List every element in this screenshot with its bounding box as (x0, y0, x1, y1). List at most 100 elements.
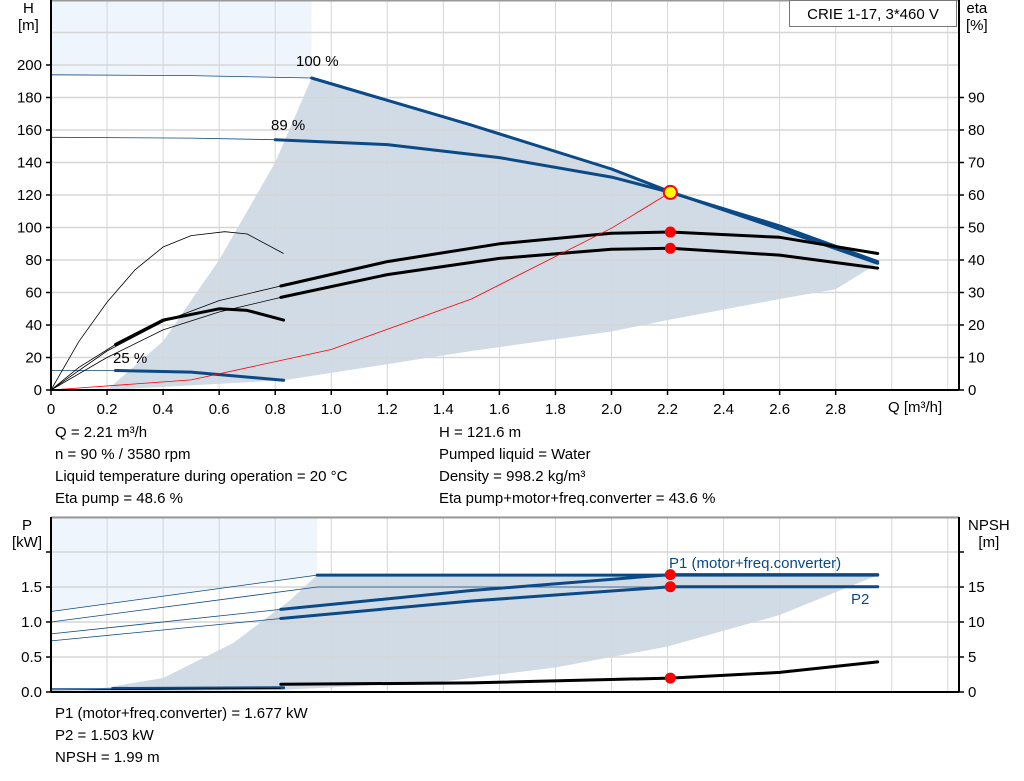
curve-eta-extension (50, 297, 281, 391)
y2-tick-label: 0 (968, 382, 976, 399)
info-npsh: NPSH = 1.99 m (55, 749, 160, 766)
curve-power (111, 686, 286, 690)
x-tick-label: 0.6 (209, 401, 230, 418)
curve-eta (279, 230, 880, 288)
x-tick-label: 2.2 (657, 401, 678, 418)
curve-eta-extension (50, 344, 116, 391)
y2-tick-label: 10 (968, 350, 985, 367)
info-temperature: Liquid temperature during operation = 20… (55, 468, 348, 485)
curve-head (114, 369, 286, 382)
npsh-axis-label: NPSH [m] (968, 517, 1010, 551)
eta-axis-unit: [%] (966, 17, 988, 34)
curve-power-extension (50, 609, 281, 635)
h-axis-title: H (23, 0, 34, 17)
p-axis-unit: [kW] (12, 534, 42, 551)
curve-head (273, 138, 880, 264)
curve-head-extension (50, 136, 276, 141)
duty-point-marker (664, 672, 676, 684)
y-tick-label: 20 (25, 350, 42, 367)
curve-eta (114, 307, 286, 346)
x-tick-label: 1.8 (545, 401, 566, 418)
operating-area-light (51, 0, 312, 390)
x-tick-label: 0.2 (97, 401, 118, 418)
curve-npsh-extension (50, 688, 281, 691)
y-tick-label: 160 (17, 122, 42, 139)
x-tick-label: 1.6 (489, 401, 510, 418)
y-tick-label: 0 (34, 382, 42, 399)
duty-point-marker (664, 581, 676, 593)
curve-power-extension (50, 618, 281, 642)
y2-tick-label: 10 (968, 614, 985, 631)
info-p2: P2 = 1.503 kW (55, 727, 154, 744)
npsh-axis-title: NPSH (968, 517, 1010, 534)
info-p1: P1 (motor+freq.converter) = 1.677 kW (55, 705, 308, 722)
curve-label-p1: P1 (motor+freq.converter) (669, 555, 842, 572)
curve-power-extension (50, 574, 318, 612)
curve-head-extension (50, 74, 312, 79)
curve-label-p2: P2 (851, 591, 870, 608)
duty-point-marker (664, 569, 676, 581)
curve-label-25: 25 % (113, 350, 148, 367)
x-tick-label: 2.6 (769, 401, 790, 418)
y-tick-label: 100 (17, 220, 42, 237)
y-tick-label: 1.5 (21, 579, 42, 596)
h-axis-unit: [m] (18, 17, 39, 34)
info-right: H = 121.6 m Pumped liquid = Water Densit… (439, 422, 715, 510)
x-tick-label: 2.0 (601, 401, 622, 418)
curve-label-89: 89 % (271, 117, 306, 134)
info-flow: Q = 2.21 m³/h (55, 424, 148, 441)
y2-tick-label: 60 (968, 187, 985, 204)
x-tick-label: 0 (47, 401, 55, 418)
h-axis-label: H [m] (18, 0, 39, 34)
x-tick-label: 0.8 (265, 401, 286, 418)
curve-power-extension (50, 586, 671, 623)
operating-point-marker (662, 184, 678, 200)
y-tick-label: 140 (17, 155, 42, 172)
curve-power (279, 573, 880, 611)
y2-tick-label: 80 (968, 122, 985, 139)
operating-area-dark (107, 78, 878, 390)
y2-tick-label: 5 (968, 649, 976, 666)
curve-head (310, 76, 880, 265)
y2-tick-label: 40 (968, 252, 985, 269)
info-eta-total: Eta pump+motor+freq.converter = 43.6 % (439, 490, 716, 507)
info-bottom: P1 (motor+freq.converter) = 1.677 kW P2 … (55, 703, 308, 769)
duty-point-marker (664, 226, 676, 238)
operating-area-dark (79, 575, 878, 692)
curve-label-100: 100 % (296, 53, 339, 70)
curve-eta (279, 246, 880, 299)
y-tick-label: 40 (25, 317, 42, 334)
y2-tick-label: 0 (968, 684, 976, 701)
npsh-axis-unit: [m] (978, 534, 1000, 551)
y-tick-label: 60 (25, 285, 42, 302)
p-axis-title: P (21, 517, 32, 534)
y-tick-label: 0.0 (21, 684, 42, 701)
y2-tick-label: 20 (968, 317, 985, 334)
eta-axis-title: eta (966, 0, 988, 17)
info-speed: n = 90 % / 3580 rpm (55, 446, 191, 463)
y-tick-label: 0.5 (21, 649, 42, 666)
x-tick-label: 1.2 (377, 401, 398, 418)
info-left: Q = 2.21 m³/h n = 90 % / 3580 rpm Liquid… (55, 422, 347, 510)
duty-point-marker (664, 242, 676, 254)
p-axis-label: P [kW] (12, 517, 42, 551)
y2-tick-label: 15 (968, 579, 985, 596)
x-tick-label: 0.4 (153, 401, 174, 418)
y-tick-label: 80 (25, 252, 42, 269)
info-liquid: Pumped liquid = Water (439, 446, 591, 463)
x-tick-label: 1.0 (321, 401, 342, 418)
eta-axis-label: eta [%] (966, 0, 988, 34)
operating-area-light (51, 517, 318, 692)
curve-eta-extension (50, 285, 281, 391)
info-head: H = 121.6 m (439, 424, 522, 441)
y2-tick-label: 90 (968, 90, 985, 107)
x-tick-label: 1.4 (433, 401, 454, 418)
x-tick-label: 2.8 (825, 401, 846, 418)
curve-eta-extension (50, 231, 284, 391)
x-tick-label: 2.4 (713, 401, 734, 418)
y-tick-label: 1.0 (21, 614, 42, 631)
y-tick-label: 120 (17, 187, 42, 204)
curve-power (279, 585, 880, 620)
legend-box: CRIE 1-17, 3*460 V (789, 0, 957, 27)
